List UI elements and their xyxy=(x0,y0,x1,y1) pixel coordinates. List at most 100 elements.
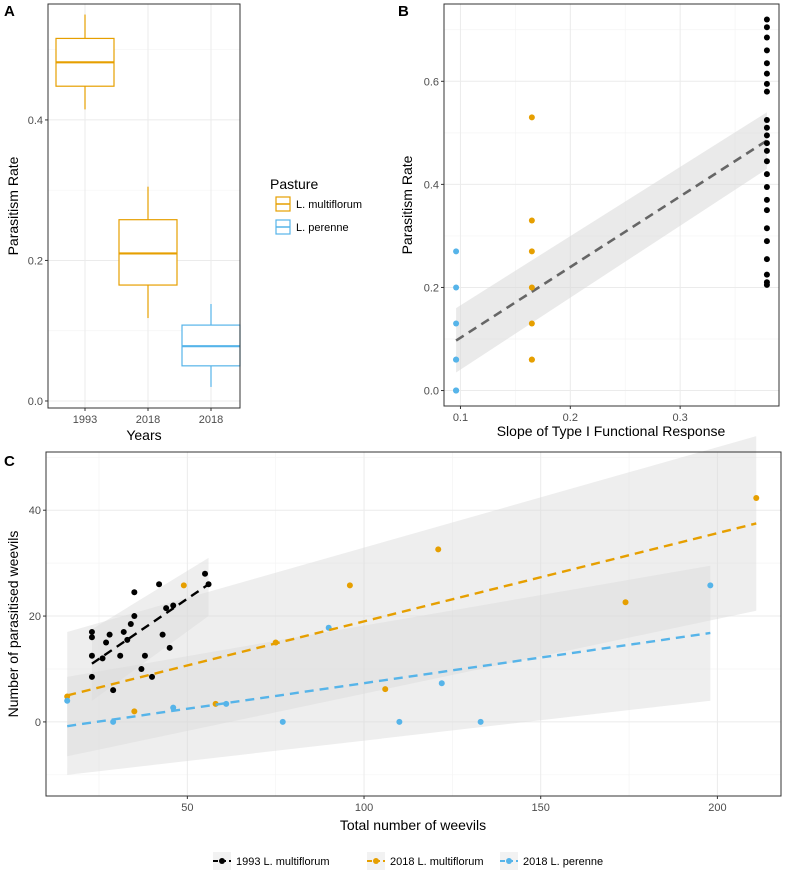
panel-a-xlabel: Years xyxy=(126,427,161,443)
b-point xyxy=(763,271,770,278)
b-point xyxy=(763,147,770,154)
c-xtick-label: 150 xyxy=(532,802,550,814)
c-point xyxy=(99,655,106,662)
legend-key-2018-l-multiflorum xyxy=(367,852,385,870)
b-point xyxy=(763,225,770,232)
c-point xyxy=(88,628,95,635)
legend-label-2018-l-multiflorum: 2018 L. multiflorum xyxy=(390,856,484,868)
a-ytick-label: 0.0 xyxy=(28,396,43,408)
c-point xyxy=(382,686,389,693)
panel-b-frame xyxy=(443,3,780,407)
c-point xyxy=(127,621,134,627)
b-point xyxy=(528,217,535,224)
pasture-legend: Pasture L. multiflorum L. perenne xyxy=(270,176,362,235)
b-point xyxy=(528,320,535,327)
c-fit-ribbon xyxy=(91,557,209,701)
b-fit-ribbon xyxy=(456,112,767,373)
b-point xyxy=(763,281,770,288)
b-point xyxy=(453,248,460,255)
c-point xyxy=(131,708,138,715)
c-ytick-label: 40 xyxy=(29,505,41,517)
b-point xyxy=(763,60,770,67)
c-point xyxy=(166,644,173,651)
b-point xyxy=(763,47,770,54)
b-point xyxy=(763,196,770,203)
b-xtick-label: 0.1 xyxy=(453,412,468,424)
panel-c-label: C xyxy=(4,453,15,470)
b-point xyxy=(763,256,770,263)
b-xtick-label: 0.2 xyxy=(563,412,578,424)
c-point xyxy=(156,581,163,588)
b-point xyxy=(763,34,770,41)
b-point xyxy=(528,356,535,363)
c-point xyxy=(117,652,124,659)
b-point xyxy=(763,207,770,214)
c-xtick-label: 100 xyxy=(355,802,373,814)
c-point xyxy=(435,546,442,553)
panel-a-ylabel: Parasitism Rate xyxy=(5,156,21,255)
c-point xyxy=(149,673,156,680)
c-point xyxy=(279,718,286,725)
c-point xyxy=(106,631,113,638)
c-point xyxy=(346,582,353,589)
a-ytick-label: 0.2 xyxy=(28,255,43,267)
c-point xyxy=(622,599,629,606)
c-point xyxy=(124,636,131,643)
c-point xyxy=(438,680,445,687)
b-ytick-label: 0.6 xyxy=(424,76,439,88)
panel-b-ylabel: Parasitism Rate xyxy=(399,155,415,254)
b-point xyxy=(528,284,535,291)
c-point xyxy=(753,495,760,502)
c-point xyxy=(88,634,95,641)
c-point xyxy=(131,589,138,596)
c-fit-line xyxy=(66,522,757,697)
legend-key-l-multiflorum xyxy=(275,196,291,212)
b-point xyxy=(528,248,535,255)
legend-label-2018-l-perenne: 2018 L. perenne xyxy=(523,856,603,868)
b-point xyxy=(763,24,770,31)
legend-key-l-perenne xyxy=(275,219,291,235)
c-point xyxy=(120,628,127,635)
pasture-legend-title: Pasture xyxy=(270,176,318,192)
c-fit-ribbon xyxy=(67,565,711,775)
c-fit-line xyxy=(91,583,210,665)
c-fit-line xyxy=(67,631,711,728)
panel-a-label: A xyxy=(4,3,15,20)
panel-b-xlabel: Slope of Type I Functional Response xyxy=(497,423,726,439)
panel-c-plot-area xyxy=(46,452,781,796)
c-point xyxy=(170,704,177,711)
c-point xyxy=(477,718,484,725)
b-point xyxy=(763,132,770,139)
b-ytick-label: 0.2 xyxy=(424,282,439,294)
panel-b-label: B xyxy=(398,3,409,20)
b-point xyxy=(763,70,770,77)
c-point xyxy=(159,631,166,638)
panel-b-scatter: B 0.1 0.2 0.3 0.0 0.2 0.4 0.6 Slope of Type I … xyxy=(398,3,780,439)
panel-a-frame xyxy=(47,3,241,409)
c-point xyxy=(396,718,403,725)
c-fit-ribbon xyxy=(67,436,757,757)
b-point xyxy=(453,284,460,291)
panel-a-boxplot: A 0.0 0.2 0.4 1993 2018 2018 Years Parasitism… xyxy=(4,3,241,443)
b-fit-line xyxy=(455,139,768,342)
c-point xyxy=(170,602,177,609)
c-xtick-label: 50 xyxy=(181,802,193,814)
b-point xyxy=(453,356,460,363)
c-point xyxy=(707,582,714,589)
b-point xyxy=(763,88,770,95)
a-xtick-label: 2018 xyxy=(136,414,160,426)
a-xtick-label: 2018 xyxy=(199,414,223,426)
c-point xyxy=(131,613,138,620)
c-point xyxy=(103,639,110,646)
b-ytick-label: 0.0 xyxy=(424,386,439,398)
c-point xyxy=(110,687,117,694)
b-point xyxy=(763,171,770,178)
b-ytick-label: 0.4 xyxy=(424,179,439,191)
c-point xyxy=(88,652,95,659)
c-ytick-label: 0 xyxy=(35,717,41,729)
b-point xyxy=(528,114,535,121)
c-point xyxy=(180,582,187,589)
panel-c-scatter: C 50 100 150 200 0 20 40 Total number of weevi… xyxy=(4,436,782,833)
c-point xyxy=(163,605,170,612)
b-point xyxy=(763,124,770,131)
